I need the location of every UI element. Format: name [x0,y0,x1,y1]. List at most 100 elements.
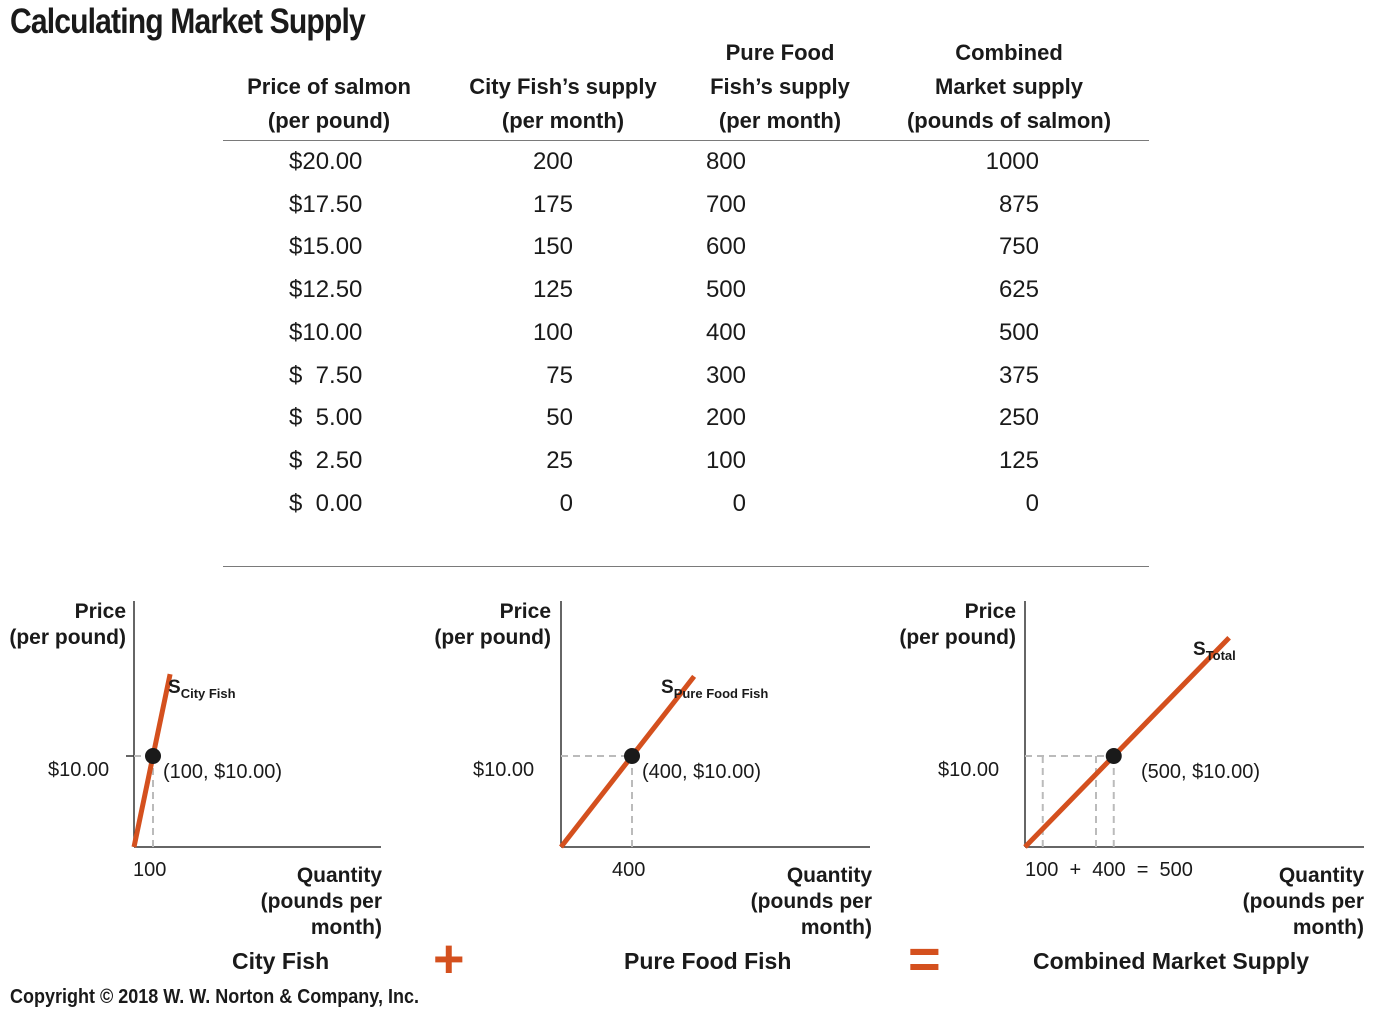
cell-value: 500 [998,318,1039,346]
cell-value: 1000 [985,148,1039,175]
chart-canvas [559,601,870,849]
x-axis-label-line: month) [800,916,872,939]
y-axis-label: Price (per pound) [8,599,126,651]
table-cell: 50 [435,397,691,440]
cell-value: $ 0.00 [289,489,363,517]
curve-label-main: S [168,677,181,698]
x-axis-label-line: Quantity [1278,864,1364,887]
x-axis-label: Quantity (pounds per month) [1212,863,1364,941]
x-axis-label: Quantity (pounds per month) [720,863,872,941]
table-cell: 600 [691,226,869,269]
table-header-row: Price of salmon (per pound) City Fish’s … [223,36,1149,141]
cell-value: $15.00 [289,233,363,261]
header-line: Combined [955,40,1063,65]
table-cell: 700 [691,184,869,227]
cell-value: $12.50 [289,276,363,304]
page-title: Calculating Market Supply [10,2,366,41]
cell-value: $ 2.50 [289,446,363,474]
header-combined: Combined Market supply (pounds of salmon… [869,36,1149,141]
x-axis-label-line: (pounds per [260,890,382,913]
y-axis-label-line: Price [964,600,1016,623]
x-axis-label: Quantity (pounds per month) [230,863,382,941]
header-line: Market supply [935,74,1083,99]
cell-value: 100 [532,318,573,346]
curve-label: STotal [1193,639,1236,663]
x-axis-label-line: month) [1292,916,1364,939]
curve-label: SPure Food Fish [661,677,768,701]
table-cell: 400 [691,312,869,355]
table-cell: $ 2.50 [223,440,435,483]
cell-value: 100 [705,446,746,474]
table-cell: 375 [869,355,1149,398]
cell-value: 375 [998,361,1039,389]
plus-operator: + [433,929,465,989]
table-cell: 0 [869,482,1149,567]
cell-value: 125 [998,446,1039,474]
header-pure-food-fish: Pure Food Fish’s supply (per month) [691,36,869,141]
table-row: $ 2.50 25 100 125 [223,440,1149,483]
cell-value: 125 [532,276,573,304]
y-axis-label-line: (per pound) [9,626,126,649]
curve-label-main: S [1193,639,1206,660]
header-line: (per month) [718,108,842,133]
table-cell: 150 [435,226,691,269]
cell-value: 700 [705,190,746,218]
y-axis-label: Price (per pound) [433,599,551,651]
table-cell: 250 [869,397,1149,440]
table-cell: 1000 [869,141,1149,184]
cell-value: $ 7.50 [289,361,363,389]
table-cell: 75 [435,355,691,398]
table-row: $ 5.00 50 200 250 [223,397,1149,440]
table-cell: 800 [691,141,869,184]
table-cell: $ 0.00 [223,482,435,567]
cell-value: 0 [1025,489,1039,517]
table-cell: 0 [691,482,869,567]
cell-value: $10.00 [289,318,363,346]
table-cell: 300 [691,355,869,398]
header-line: Price of salmon [247,74,411,99]
x-axis-label-line: month) [310,916,382,939]
table-cell: 500 [691,269,869,312]
x-axis-label-line: Quantity [786,864,872,887]
cell-value: 25 [546,446,573,474]
cell-value: 500 [705,276,746,304]
cell-value: 0 [559,489,573,517]
table-row: $ 0.00 0 0 0 [223,482,1149,567]
equilibrium-point [145,748,161,764]
cell-value: 300 [705,361,746,389]
cell-value: $17.50 [289,190,363,218]
cell-value: 200 [705,404,746,432]
table-cell: $ 7.50 [223,355,435,398]
table-cell: 200 [435,141,691,184]
cell-value: 875 [998,190,1039,218]
cell-value: 625 [998,276,1039,304]
header-line: Pure Food [725,40,835,65]
table-row: $20.00 200 800 1000 [223,141,1149,184]
point-label: (500, $10.00) [1141,761,1260,783]
table-cell: 750 [869,226,1149,269]
curve-label-sub: Pure Food Fish [673,686,769,701]
table-cell: 200 [691,397,869,440]
cell-value: 75 [546,361,573,389]
cell-value: $ 5.00 [289,404,363,432]
chart-canvas [126,601,381,848]
supply-curve-total [1023,635,1231,849]
y-axis-label-line: (per pound) [434,626,551,649]
cell-value: 400 [705,318,746,346]
header-line: City Fish’s supply [469,74,657,99]
cell-value: 750 [998,233,1039,261]
header-line: (per pound) [267,108,391,133]
header-city-fish: City Fish’s supply (per month) [435,36,691,141]
header-line: (pounds of salmon) [906,108,1112,133]
equilibrium-point [1105,748,1122,764]
cell-value: $20.00 [289,148,363,175]
table-cell: 625 [869,269,1149,312]
header-line: (per month) [501,108,625,133]
table-cell: 100 [435,312,691,355]
table-cell: 125 [869,440,1149,483]
table-cell: 25 [435,440,691,483]
cell-value: 800 [705,148,746,175]
x-axis-label-line: (pounds per [1242,890,1364,913]
caption-city-fish: City Fish [232,948,330,974]
header-price: Price of salmon (per pound) [223,36,435,141]
